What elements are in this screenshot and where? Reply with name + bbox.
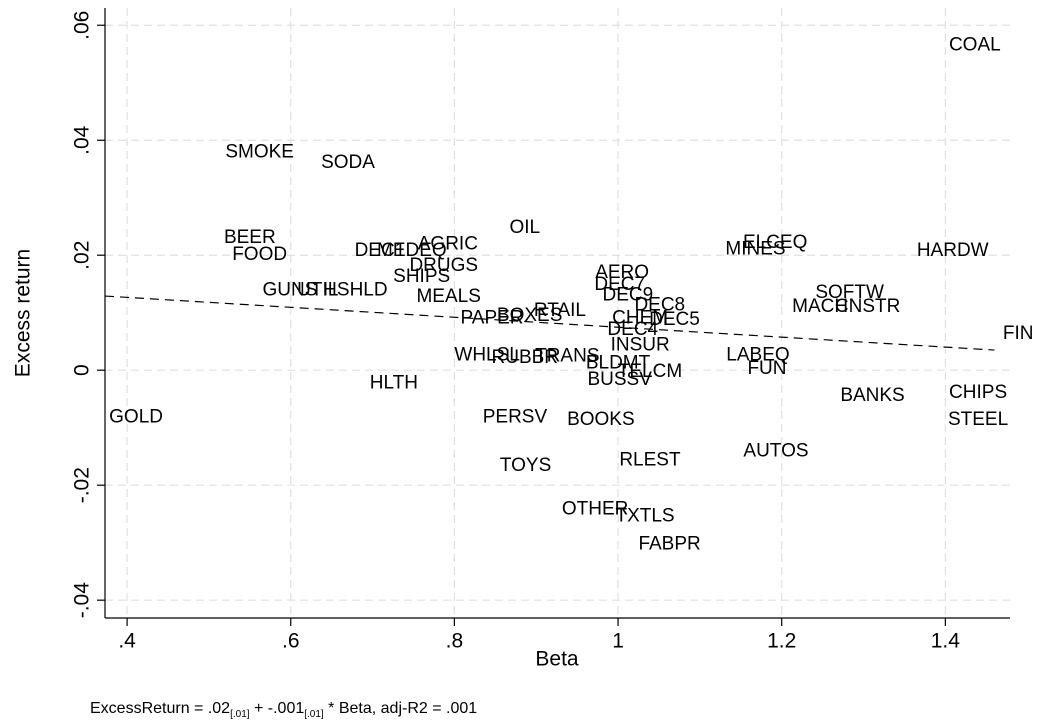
x-tick-label: 1 bbox=[612, 630, 624, 653]
point-label: DEC7 bbox=[594, 274, 645, 295]
point-label: TXTLS bbox=[615, 505, 674, 526]
point-label: DEC8 bbox=[634, 294, 685, 315]
footnote-part: [.01] bbox=[304, 709, 324, 720]
point-label: BANKS bbox=[840, 385, 904, 406]
fit-line bbox=[104, 295, 995, 351]
point-label: MEDEQ bbox=[377, 240, 447, 261]
point-label: RTAIL bbox=[534, 300, 586, 321]
point-label: MACH bbox=[792, 296, 848, 317]
point-label: CHIPS bbox=[949, 382, 1007, 403]
point-label: TRANS bbox=[535, 345, 599, 366]
point-label: DEC5 bbox=[649, 309, 700, 330]
x-tick-label: .8 bbox=[446, 630, 464, 653]
point-label: STEEL bbox=[948, 409, 1008, 430]
x-tick-label: 1.2 bbox=[767, 630, 796, 653]
point-label: AUTOS bbox=[743, 440, 808, 461]
point-label: DRUGS bbox=[409, 255, 478, 276]
point-label: LABEQ bbox=[726, 344, 789, 365]
point-label: GOLD bbox=[109, 406, 163, 427]
point-label: HSHLD bbox=[323, 279, 387, 300]
y-tick-label: 0 bbox=[71, 364, 94, 376]
point-label: TOYS bbox=[500, 455, 551, 476]
point-label: FIN bbox=[1003, 323, 1034, 344]
x-tick-label: .6 bbox=[282, 630, 300, 653]
point-label: SMOKE bbox=[225, 141, 294, 162]
point-label: CHEM bbox=[612, 307, 668, 328]
point-label: GUNS bbox=[262, 279, 317, 300]
x-tick-label: .4 bbox=[118, 630, 136, 653]
y-tick-label: -.04 bbox=[71, 582, 94, 619]
point-label: RLEST bbox=[619, 449, 681, 470]
footnote-part: + -.001 bbox=[250, 700, 305, 717]
point-label: OIL bbox=[509, 217, 540, 238]
footnote-part: ExcessReturn = .02 bbox=[90, 700, 230, 717]
point-label: SODA bbox=[321, 152, 375, 173]
point-label: SHIPS bbox=[393, 266, 450, 287]
point-label: CNSTR bbox=[835, 296, 900, 317]
point-label: AERO bbox=[595, 262, 649, 283]
point-label: TELCM bbox=[618, 361, 682, 382]
point-label: DEC1 bbox=[355, 240, 406, 261]
point-label: OTHER bbox=[562, 498, 629, 519]
x-tick-label: 1.4 bbox=[931, 630, 961, 653]
footnote-part: * Beta, adj-R2 = .001 bbox=[324, 700, 478, 717]
point-label: BOOKS bbox=[567, 409, 635, 430]
point-label: RUBBR bbox=[492, 347, 559, 368]
y-tick-label: .02 bbox=[71, 241, 94, 270]
point-label: BEER bbox=[224, 227, 276, 248]
point-label: PERSV bbox=[483, 406, 548, 427]
point-label: FUN bbox=[747, 358, 786, 379]
point-label: WHLSL bbox=[454, 344, 519, 365]
y-tick-label: .06 bbox=[71, 11, 94, 40]
point-label: UTIL bbox=[297, 279, 338, 300]
point-label: FABPR bbox=[638, 533, 700, 554]
point-label: AGRIC bbox=[418, 233, 478, 254]
x-axis-title: Beta bbox=[535, 648, 579, 671]
footnote: ExcessReturn = .02[.01] + -.001[.01] * B… bbox=[90, 700, 477, 719]
point-label: PAPER bbox=[461, 307, 524, 328]
point-label: INSUR bbox=[611, 334, 670, 355]
point-label: FOOD bbox=[232, 244, 287, 265]
point-label: SOFTW bbox=[815, 282, 884, 303]
point-label: DEC9 bbox=[603, 284, 654, 305]
point-label: MINES bbox=[725, 238, 785, 259]
point-label: MEALS bbox=[416, 286, 480, 307]
point-label: BOXES bbox=[497, 305, 562, 326]
y-axis-title: Excess return bbox=[12, 249, 35, 377]
footnote-part: [.01] bbox=[230, 709, 250, 720]
point-label: COAL bbox=[949, 34, 1001, 55]
y-tick-label: -.02 bbox=[71, 467, 94, 503]
point-label: DEC4 bbox=[607, 319, 658, 340]
point-label: BLDMT bbox=[586, 352, 651, 373]
point-label: ELCEQ bbox=[743, 232, 807, 253]
point-label: HARDW bbox=[917, 240, 989, 261]
point-label: BUSSV bbox=[587, 369, 652, 390]
y-tick-label: .04 bbox=[71, 125, 94, 155]
point-label: HLTH bbox=[370, 372, 418, 393]
